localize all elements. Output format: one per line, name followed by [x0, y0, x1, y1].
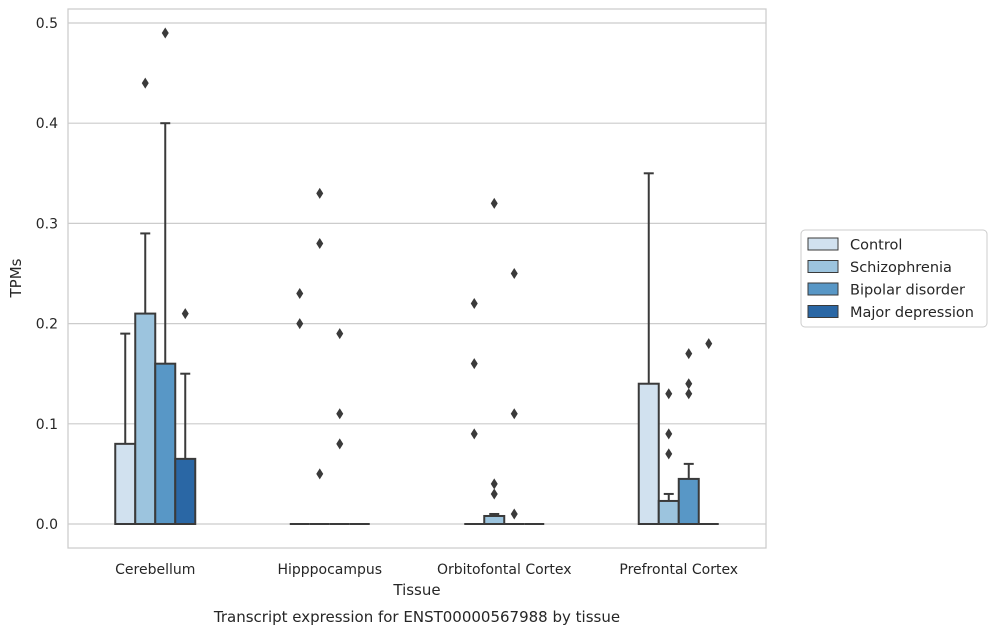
outlier-point — [470, 358, 478, 370]
y-tick-label: 0.2 — [36, 317, 58, 333]
x-tick-label: Orbitofontal Cortex — [437, 562, 572, 578]
plot-frame — [67, 8, 767, 549]
outlier-point — [470, 298, 478, 310]
outlier-point — [510, 508, 518, 520]
outlier-point — [510, 268, 518, 279]
legend-swatch — [807, 305, 839, 318]
outlier-point — [665, 388, 673, 400]
outliers-group — [141, 27, 713, 520]
outlier-point — [685, 348, 693, 360]
outlier-point — [685, 378, 693, 390]
outlier-point — [141, 77, 149, 89]
outlier-point — [181, 308, 189, 320]
outlier-point — [510, 408, 518, 420]
y-tick-label: 0.0 — [36, 517, 58, 533]
outlier-point — [336, 438, 344, 450]
outlier-point — [490, 478, 498, 490]
outlier-point — [336, 408, 344, 420]
x-tick-label: Hipppocampus — [277, 562, 382, 578]
outlier-point — [316, 468, 324, 480]
legend-swatch — [807, 260, 839, 273]
outlier-point — [685, 388, 693, 400]
legend-swatch — [807, 237, 839, 251]
legend-label: Schizophrenia — [850, 260, 952, 276]
bar — [154, 362, 177, 525]
x-tick-label: Prefrontal Cortex — [619, 562, 738, 578]
legend: Control Schizophrenia Bipolar disorder Majo… — [800, 229, 988, 328]
y-tick-label: 0.5 — [36, 16, 58, 32]
bars-group — [114, 312, 719, 526]
legend-label: Control — [850, 238, 902, 254]
legend-box — [800, 229, 988, 328]
outlier-point — [296, 318, 304, 330]
bar — [174, 457, 197, 525]
bar — [637, 382, 660, 525]
x-axis-label: Tissue — [392, 581, 440, 599]
bar — [114, 442, 137, 525]
x-tick-label: Cerebellum — [115, 562, 195, 578]
legend-swatch — [807, 282, 839, 296]
y-tick-label: 0.3 — [36, 216, 58, 232]
outlier-point — [316, 187, 324, 199]
y-tick-label: 0.4 — [36, 116, 58, 132]
outlier-point — [296, 288, 304, 300]
y-tick-label: 0.1 — [36, 417, 58, 433]
legend-label: Major depression — [850, 305, 974, 321]
bar — [483, 514, 506, 526]
legend-label: Bipolar disorder — [850, 283, 965, 299]
outlier-point — [705, 338, 713, 350]
y-tick-labels: 0.0 0.1 0.2 0.3 0.4 0.5 — [36, 16, 58, 533]
outlier-point — [665, 428, 673, 440]
error-bars-group — [120, 122, 694, 516]
outlier-point — [161, 27, 169, 39]
x-tick-labels: Cerebellum Hipppocampus Orbitofontal Corte… — [115, 562, 738, 578]
outlier-point — [470, 428, 478, 440]
bar — [134, 312, 157, 525]
bar — [677, 477, 700, 526]
outlier-point — [490, 488, 498, 500]
outlier-point — [490, 197, 498, 209]
outlier-point — [316, 237, 324, 249]
bar — [657, 499, 680, 526]
y-axis-label: TPMs — [7, 258, 25, 298]
outlier-point — [665, 448, 673, 460]
outlier-point — [336, 328, 344, 340]
chart-caption: Transcript expression for ENST0000056798… — [213, 608, 620, 626]
